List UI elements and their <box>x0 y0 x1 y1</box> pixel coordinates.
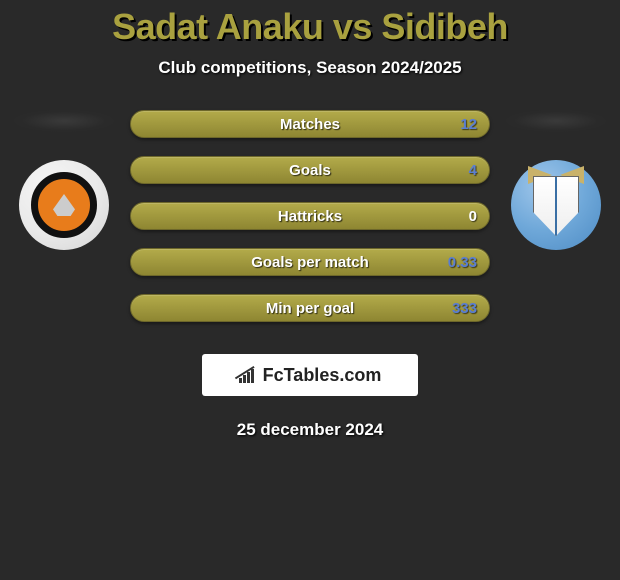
comparison-row: Matches 12 Goals 4 Hattricks 0 Goals per match… <box>0 110 620 322</box>
stat-bar: Matches 12 <box>130 110 490 138</box>
stat-value: 333 <box>452 300 477 317</box>
stat-label: Goals <box>289 162 331 179</box>
subtitle: Club competitions, Season 2024/2025 <box>0 58 620 78</box>
brand-badge: FcTables.com <box>202 354 418 396</box>
spotlight-left <box>14 110 114 132</box>
team-crest-left <box>19 160 109 250</box>
stat-bar: Hattricks 0 <box>130 202 490 230</box>
stat-bar: Goals 4 <box>130 156 490 184</box>
spotlight-right <box>506 110 606 132</box>
stat-value: 4 <box>469 162 477 179</box>
stat-bar: Goals per match 0.33 <box>130 248 490 276</box>
team-crest-right <box>511 160 601 250</box>
date-text: 25 december 2024 <box>0 420 620 440</box>
brand-text: FcTables.com <box>263 365 382 386</box>
comparison-card: Sadat Anaku vs Sidibeh Club competitions… <box>0 0 620 440</box>
team-right <box>502 110 610 250</box>
stat-bar: Min per goal 333 <box>130 294 490 322</box>
stat-label: Goals per match <box>251 254 369 271</box>
page-title: Sadat Anaku vs Sidibeh <box>0 6 620 48</box>
team-left <box>10 110 118 250</box>
stat-value: 0 <box>469 208 477 225</box>
stat-value: 0.33 <box>448 254 477 271</box>
stat-label: Hattricks <box>278 208 342 225</box>
stat-label: Matches <box>280 116 340 133</box>
stat-label: Min per goal <box>266 300 354 317</box>
stat-value: 12 <box>460 116 477 133</box>
brand-chart-icon <box>239 367 259 383</box>
stat-bars: Matches 12 Goals 4 Hattricks 0 Goals per match… <box>130 110 490 322</box>
